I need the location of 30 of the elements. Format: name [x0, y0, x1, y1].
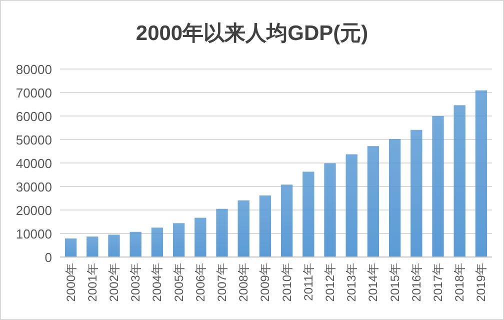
- x-tick-label: 2016年: [409, 263, 424, 302]
- x-tick-label: 2019年: [474, 263, 488, 302]
- y-tick-label: 40000: [16, 156, 52, 171]
- x-tick-label: 2007年: [215, 263, 229, 302]
- x-tick-label: 2012年: [323, 263, 337, 302]
- x-tick-label: 2003年: [128, 263, 143, 302]
- x-tick-label: 2015年: [388, 263, 402, 302]
- y-tick-label: 70000: [16, 86, 52, 100]
- y-tick-label: 50000: [16, 132, 52, 148]
- x-tick-label: 2006年: [193, 263, 208, 302]
- x-tick-label: 2017年: [431, 263, 445, 302]
- x-tick-label: 2011年: [301, 263, 316, 301]
- x-tick-label: 2014年: [366, 263, 380, 302]
- x-tick-label: 2000年: [64, 263, 78, 302]
- title: 2000年以来人均GDP(元): [136, 22, 368, 45]
- x-tick-label: 2010年: [280, 263, 294, 302]
- y-tick-label: 10000: [16, 226, 52, 242]
- y-tick-label: 80000: [16, 62, 52, 77]
- y-tick-label: 0: [44, 250, 52, 265]
- x-tick-label: 2018年: [452, 263, 467, 302]
- x-tick-label: 2009年: [258, 263, 272, 302]
- x-tick-label: 2005年: [172, 263, 186, 302]
- x-tick-label: 2001年: [85, 263, 100, 302]
- x-tick-label: 2013年: [344, 263, 359, 302]
- x-tick-label: 2008年: [236, 263, 251, 302]
- x-tick-label: 2004年: [150, 263, 164, 302]
- y-tick-label: 30000: [16, 180, 52, 194]
- x-tick-label: 2002年: [107, 263, 121, 302]
- y-tick-label: 20000: [16, 203, 52, 218]
- y-tick-label: 60000: [16, 109, 52, 124]
